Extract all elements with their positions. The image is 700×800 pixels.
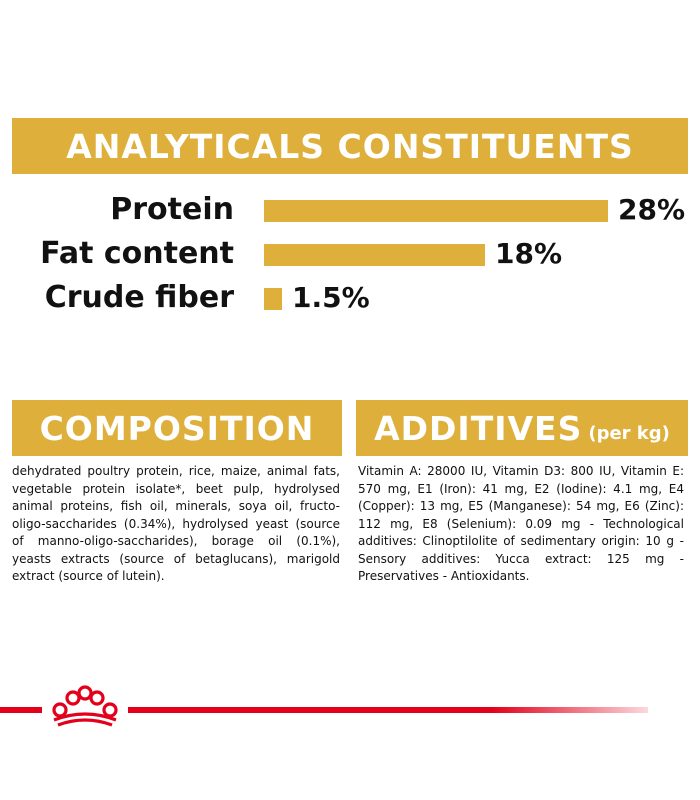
- additives-text: Vitamin A: 28000 IU, Vitamin D3: 800 IU,…: [358, 463, 684, 586]
- composition-text: dehydrated poultry protein, rice, maize,…: [12, 463, 340, 586]
- composition-title: COMPOSITION: [40, 409, 315, 448]
- analytics-title: ANALYTICALS CONSTITUENTS: [66, 127, 634, 166]
- fat-content-value: 18%: [495, 236, 562, 272]
- analytics-banner: ANALYTICALS CONSTITUENTS: [12, 118, 688, 174]
- additives-title: ADDITIVES: [374, 409, 582, 448]
- footer-line-right: [128, 707, 648, 713]
- footer-line-left: [0, 707, 42, 713]
- crude-fiber-bar: [264, 288, 282, 310]
- crown-logo-icon: [44, 684, 126, 728]
- additives-banner: ADDITIVES (per kg): [356, 400, 688, 456]
- protein-bar: [264, 200, 608, 222]
- crude-fiber-value: 1.5%: [292, 280, 370, 316]
- fat-content-label: Fat content: [40, 236, 234, 272]
- additives-subtitle: (per kg): [588, 423, 670, 444]
- composition-banner: COMPOSITION: [12, 400, 342, 456]
- crude-fiber-label: Crude fiber: [45, 280, 234, 316]
- protein-label: Protein: [110, 192, 234, 228]
- fat-content-bar: [264, 244, 485, 266]
- protein-value: 28%: [618, 192, 685, 228]
